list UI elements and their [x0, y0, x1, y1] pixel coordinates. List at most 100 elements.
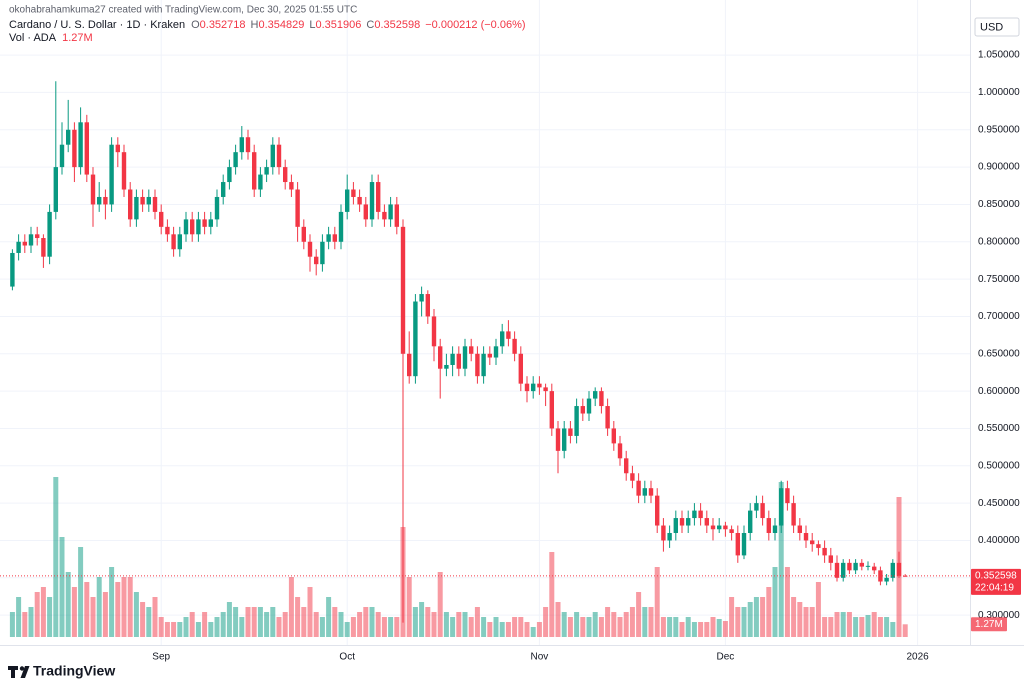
volume-bar	[481, 617, 487, 637]
candle-body	[314, 256, 319, 265]
volume-bar	[884, 617, 890, 637]
volume-bar	[344, 622, 350, 637]
y-tick-label: 0.300000	[978, 610, 1020, 621]
candle-body	[766, 518, 772, 533]
candle-body	[710, 525, 716, 530]
volume-bar	[598, 617, 604, 637]
countdown: 22:04:19	[975, 582, 1014, 593]
volume-bar	[177, 622, 183, 637]
candle-body	[196, 219, 201, 235]
candle-body	[469, 346, 474, 354]
volume-bar	[195, 622, 201, 637]
candle-body	[103, 196, 108, 205]
volume-bar	[90, 597, 96, 637]
volume-bar	[505, 622, 511, 637]
volume-bar	[629, 607, 635, 637]
candle-body	[301, 226, 307, 242]
volume-bar	[462, 612, 468, 637]
volume-bar	[158, 617, 164, 637]
volume-bar	[673, 617, 679, 637]
volume-bar	[803, 607, 809, 637]
volume-box	[971, 617, 1007, 632]
candle-body	[890, 562, 896, 578]
candle-body	[128, 189, 133, 220]
x-tick-label: 2026	[906, 652, 929, 663]
volume-bar	[363, 607, 369, 637]
candle-body	[599, 391, 604, 407]
candle-body	[121, 152, 127, 190]
volume-bar	[611, 612, 617, 637]
volume-bar	[729, 597, 735, 637]
volume-bar	[301, 607, 307, 637]
open-value: 0.352718	[200, 19, 246, 31]
y-tick-label: 0.650000	[978, 348, 1020, 359]
volume-bar	[369, 607, 375, 637]
volume-bar	[431, 612, 437, 637]
candle-body	[611, 428, 617, 444]
volume-bar	[381, 617, 387, 637]
volume-bar	[772, 567, 778, 637]
volume-bar	[307, 587, 313, 637]
candle-body	[283, 167, 288, 183]
candle-body	[642, 488, 648, 496]
candle-body	[140, 196, 145, 205]
volume-bar	[815, 582, 821, 637]
volume-bar	[121, 577, 127, 637]
last-price-box	[971, 568, 1021, 595]
candle-body	[729, 529, 734, 533]
volume-bar	[685, 617, 691, 637]
volume-bar	[152, 597, 158, 637]
candle-body	[667, 532, 672, 541]
volume-bar	[140, 602, 146, 637]
volume-bar	[766, 587, 772, 637]
candle-body	[859, 562, 865, 567]
volume-bar	[375, 612, 381, 637]
currency-box[interactable]	[974, 17, 1020, 37]
volume-bar	[295, 597, 301, 637]
volume-bar	[127, 577, 133, 637]
volume-bar	[171, 622, 177, 637]
candle-body	[320, 241, 325, 265]
candle-body	[109, 144, 114, 205]
volume-title: Vol · ADA	[9, 32, 57, 44]
volume-bar	[468, 617, 474, 637]
volume-bar	[406, 577, 412, 637]
candle-body	[748, 510, 753, 533]
volume-bar	[78, 547, 84, 637]
axes: 0.3000000.3500000.4000000.4500000.500000…	[152, 50, 1021, 663]
x-tick-label: Oct	[339, 652, 355, 663]
candle-body	[555, 428, 561, 451]
candle-body	[661, 525, 666, 541]
y-tick-label: 0.900000	[978, 162, 1020, 173]
candle-body	[704, 518, 710, 526]
candle-body	[853, 562, 858, 571]
volume-bar	[326, 597, 332, 637]
volume-bar	[580, 617, 586, 637]
volume-bar	[648, 607, 654, 637]
candle-body	[59, 144, 65, 168]
volume-bar	[555, 602, 561, 637]
candle-body	[159, 211, 164, 227]
volume-bar	[332, 607, 338, 637]
candle-body	[202, 219, 207, 227]
candle-body	[735, 532, 741, 556]
volume-bar	[443, 612, 449, 637]
volume-bar	[753, 597, 759, 637]
close-label: C	[366, 19, 374, 31]
candle-body	[394, 204, 400, 227]
currency[interactable]: USD	[980, 21, 1003, 33]
candle-body	[822, 547, 827, 556]
volume-bar	[784, 567, 790, 637]
candle-body	[35, 234, 40, 239]
volume-bar	[412, 607, 418, 637]
volume-bar	[667, 617, 673, 637]
candle-body	[345, 189, 350, 212]
volume-bar	[202, 612, 208, 637]
x-tick-label: Dec	[717, 652, 735, 663]
volume-bar	[233, 607, 239, 637]
volume-bar	[282, 612, 288, 637]
volume-bar	[319, 617, 325, 637]
volume-bar	[450, 617, 456, 637]
